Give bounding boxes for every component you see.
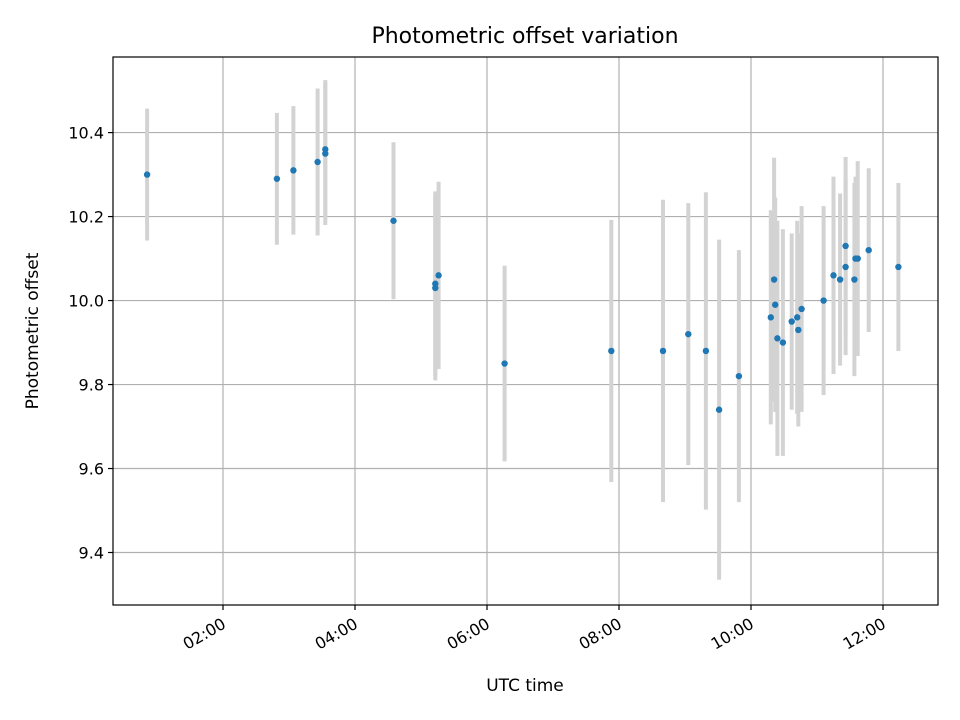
data-points [143, 146, 902, 413]
data-point [767, 314, 774, 321]
x-axis-label: UTC time [486, 676, 564, 696]
data-point [735, 372, 743, 380]
data-point [290, 167, 297, 174]
y-tick-label: 9.8 [79, 376, 104, 395]
grid-lines [113, 57, 938, 605]
data-point [836, 276, 844, 283]
x-tick-label: 06:00 [444, 614, 493, 654]
data-point [322, 150, 329, 157]
x-axis-ticks: 02:00 04:00 06:00 08:00 10:00 12:00 [180, 605, 889, 654]
data-point [143, 171, 151, 178]
data-point [779, 339, 787, 346]
data-point [659, 347, 667, 355]
data-point [772, 301, 779, 308]
plot-frame [112, 56, 939, 606]
data-point [501, 360, 508, 367]
y-tick-label: 10.2 [68, 208, 104, 227]
data-point [702, 347, 710, 355]
y-tick-label: 10.0 [68, 292, 104, 311]
y-axis-ticks: 9.4 9.6 9.8 10.0 10.2 10.4 [68, 124, 113, 563]
x-tick-label: 04:00 [312, 614, 361, 654]
y-tick-label: 10.4 [68, 124, 104, 143]
data-point [715, 406, 723, 413]
data-point [842, 242, 849, 250]
data-point [685, 330, 692, 338]
data-point [830, 272, 837, 279]
data-point [435, 272, 442, 279]
data-point [314, 158, 321, 166]
y-axis-label: Photometric offset [23, 252, 43, 409]
data-point [390, 217, 397, 224]
data-point [608, 347, 615, 355]
data-point [798, 305, 805, 313]
x-tick-label: 12:00 [840, 614, 889, 654]
data-point [820, 297, 827, 304]
data-point [770, 276, 778, 283]
data-point [273, 175, 281, 182]
x-tick-label: 02:00 [180, 614, 229, 654]
data-point [795, 326, 802, 334]
data-point [794, 314, 801, 321]
data-point [865, 246, 872, 254]
x-tick-label: 10:00 [708, 614, 757, 654]
y-tick-label: 9.4 [79, 544, 104, 563]
data-point [851, 276, 858, 283]
data-point [788, 318, 795, 325]
data-point [854, 255, 861, 262]
data-point [774, 335, 781, 342]
data-point [432, 284, 439, 292]
error-bars [145, 80, 901, 580]
x-tick-label: 08:00 [576, 614, 625, 654]
data-point [842, 263, 849, 271]
y-tick-label: 9.6 [79, 460, 104, 479]
data-point [895, 263, 902, 271]
chart-title: Photometric offset variation [371, 24, 678, 49]
